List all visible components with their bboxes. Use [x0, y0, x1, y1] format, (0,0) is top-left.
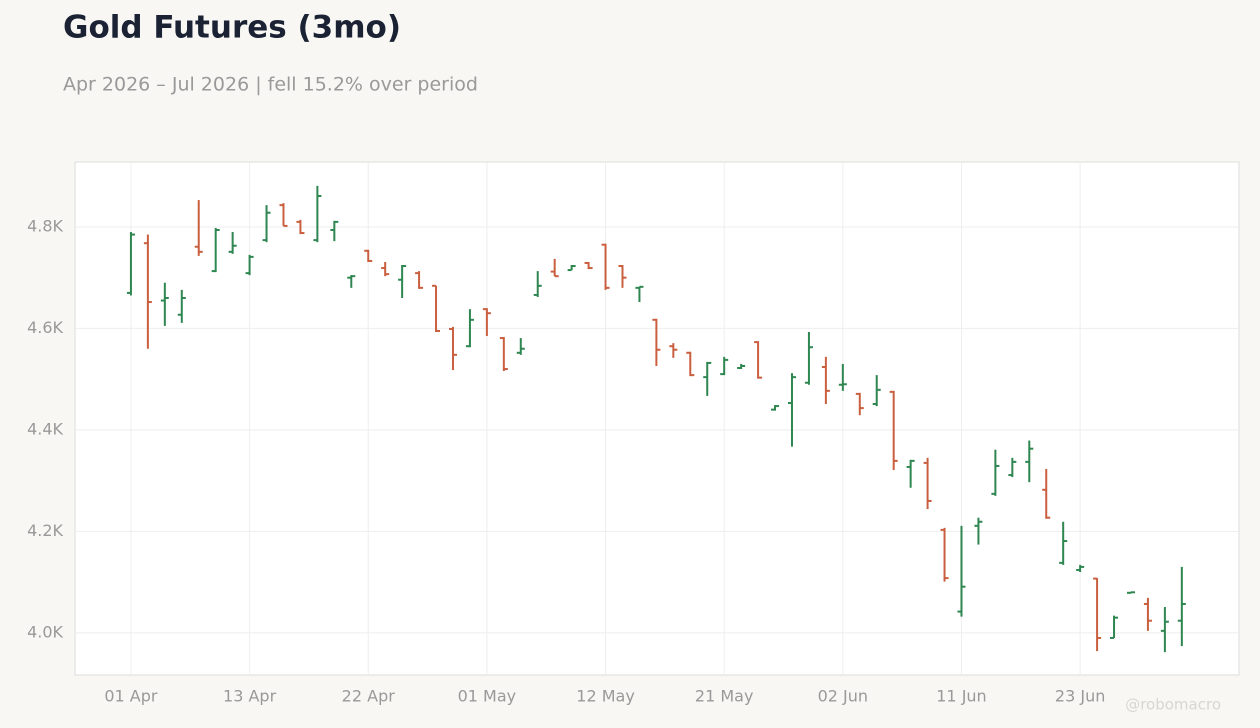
y-tick-label: 4.2K: [27, 521, 63, 540]
x-tick-label: 21 May: [695, 687, 754, 706]
y-tick-label: 4.6K: [27, 318, 63, 337]
chart-title: Gold Futures (3mo): [63, 10, 401, 46]
x-tick-label: 01 Apr: [104, 687, 158, 706]
x-tick-label: 02 Jun: [818, 687, 868, 706]
x-tick-label: 23 Jun: [1055, 687, 1105, 706]
chart-subtitle: Apr 2026 – Jul 2026 | fell 15.2% over pe…: [63, 74, 478, 96]
x-tick-label: 13 Apr: [223, 687, 277, 706]
x-tick-label: 12 May: [576, 687, 635, 706]
plot-area: [74, 161, 1240, 676]
x-tick-label: 01 May: [458, 687, 517, 706]
x-tick-label: 11 Jun: [936, 687, 986, 706]
watermark: @robomacro: [1125, 696, 1221, 714]
y-tick-label: 4.4K: [27, 419, 63, 438]
y-tick-label: 4.0K: [27, 622, 63, 641]
y-tick-label: 4.8K: [27, 216, 63, 235]
x-tick-label: 22 Apr: [342, 687, 396, 706]
